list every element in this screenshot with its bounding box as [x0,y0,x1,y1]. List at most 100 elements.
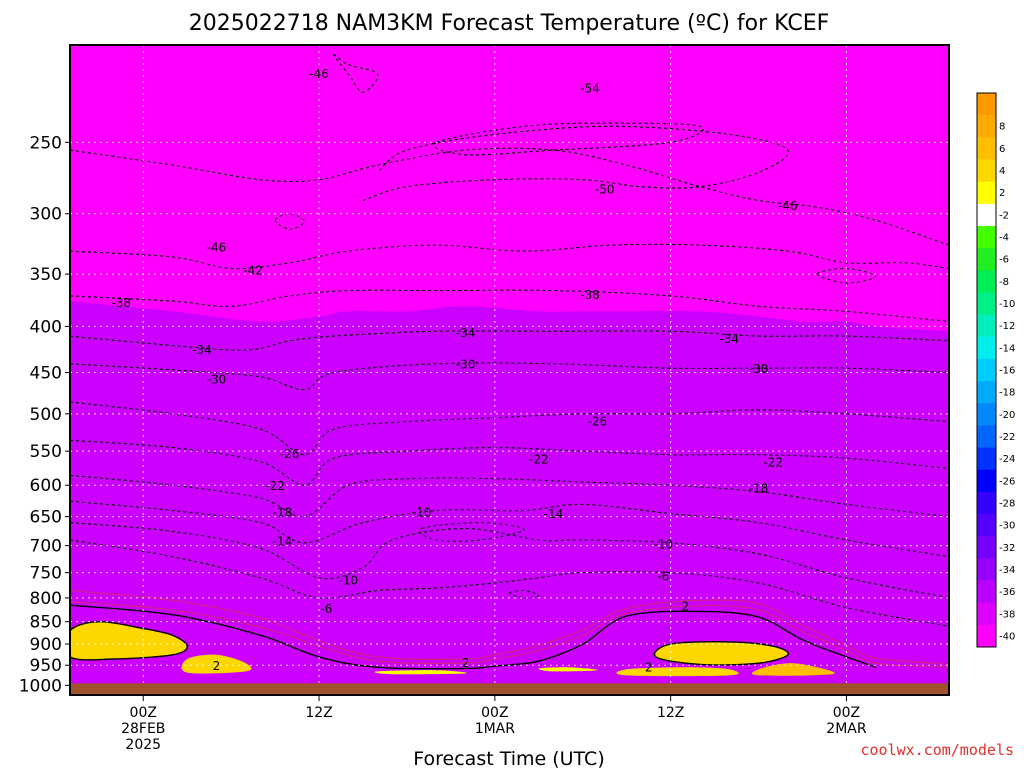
colorbar-label: 6 [999,144,1005,155]
x-tick-label: 00Z [130,705,157,721]
colorbar-label: -30 [999,521,1015,532]
x-tick-label: 2025 [125,737,161,753]
contour-lines [70,54,949,670]
chart-title: 2025022718 NAM3KM Forecast Temperature (… [189,11,830,36]
contour-label: -46 [309,67,329,81]
contour-label: 2 [462,656,470,670]
contour-label: -10 [339,573,359,587]
contour-label: 2 [645,660,653,674]
contour-line-14 [70,539,949,627]
contour-label: -26 [280,447,300,461]
warm-pocket-2 [654,641,789,665]
y-tick-label: 650 [30,508,62,528]
contour-line-2 [433,122,704,156]
y-axis: 2503003504004505005506006507007508008509… [19,133,70,696]
colorbar-label: -18 [999,388,1015,399]
colorbar-segment [977,137,996,160]
x-tick-label: 1MAR [475,721,516,737]
warm-pocket-1 [181,654,252,674]
temperature-bands [70,301,949,695]
contour-label: -30 [749,362,769,376]
y-tick-label: 700 [30,537,62,557]
contour-label: -50 [595,182,615,196]
y-tick-label: 350 [30,265,62,285]
plot-frame [69,44,950,696]
colorbar-label: 8 [999,122,1005,133]
y-tick-label: 550 [30,442,62,462]
colorbar-segment [977,314,996,338]
contour-label: -22 [265,479,285,493]
y-tick-label: 1000 [19,676,62,696]
x-tick-label: 00Z [481,705,508,721]
warm-pocket-5 [374,670,468,675]
contour-label: -22 [763,455,783,469]
colorbar-segment [977,580,996,604]
contour-label: -46 [207,240,227,254]
y-tick-label: 250 [30,133,62,153]
contour-line-4 [70,243,949,270]
contour-label: -34 [719,332,739,346]
grid-lines [70,45,949,695]
colorbar-segment [977,624,996,648]
contour-label: -54 [580,82,600,96]
colorbar-segment [977,270,996,293]
colorbar-label: -22 [999,432,1015,443]
y-tick-label: 900 [30,635,62,655]
colorbar: 8 6 4 2 -2 -4 -6 -8 -10 -12 -14 -16 -18 -20 -22 -24 -26 -… [976,92,1015,648]
contour-label: -18 [749,481,769,495]
plot-area: -46 -54 -50 -46 -46 -42 -38 -38 -34 -34 -34 -30 -30 -… [70,45,949,695]
contour-labels: -46 -54 -50 -46 -46 -42 -38 -38 -34 -34 -34 -30 -30 -… [111,67,797,674]
contour-label: -14 [273,535,293,549]
x-tick-label: 28FEB [121,721,165,737]
contour-line-3 [333,54,379,93]
colorbar-frame [976,92,997,648]
contour-line-1 [362,125,790,202]
contour-label: -14 [544,507,564,521]
colorbar-segment [977,93,996,116]
contour-line-9 [70,439,949,486]
contour-label: -38 [111,296,131,310]
colorbar-segment [977,336,996,360]
ground-surface [70,683,949,695]
contour-line-15 [508,589,540,599]
colorbar-segment [977,292,996,316]
colorbar-label: -24 [999,454,1015,465]
colorbar-segment [977,491,996,515]
cold-pocket-0 [274,213,305,230]
cold-pocket-1 [816,267,877,284]
solid-contour-0 [70,604,877,670]
colorbar-label: -8 [999,277,1009,288]
colorbar-label: -26 [999,476,1015,487]
colorbar-segment [977,469,996,493]
colorbar-segment [977,203,996,227]
x-tick-label: 12Z [657,705,684,721]
contour-label: -42 [243,264,263,278]
colorbar-label: 2 [999,188,1005,199]
contour-label: 2 [681,600,689,614]
colorbar-segment [977,181,996,205]
colorbar-segment [977,225,996,249]
colorbar-segment [977,248,996,271]
colorbar-segment [977,403,996,426]
y-tick-label: 450 [30,364,62,384]
colorbar-label: -10 [999,299,1015,310]
colorbar-label: -40 [999,631,1015,642]
warm-pocket-4 [751,663,835,676]
colorbar-label: 4 [999,166,1005,177]
contour-line-0 [70,147,949,246]
solid-contour-2 [653,641,790,666]
contour-label: -10 [654,537,674,551]
y-tick-label: 300 [30,205,62,225]
colorbar-label: -34 [999,565,1015,576]
colorbar-label: -6 [999,255,1009,266]
x-tick-label: 2MAR [826,721,867,737]
warm-pocket-0 [70,621,188,660]
warm-pocket-3 [616,667,739,677]
freezing-line-0 [70,589,949,666]
y-tick-label: 750 [30,564,62,584]
freezing-line-1 [70,601,949,668]
colorbar-segment [977,602,996,626]
y-tick-label: 800 [30,589,62,609]
contour-label: -6 [320,602,332,616]
